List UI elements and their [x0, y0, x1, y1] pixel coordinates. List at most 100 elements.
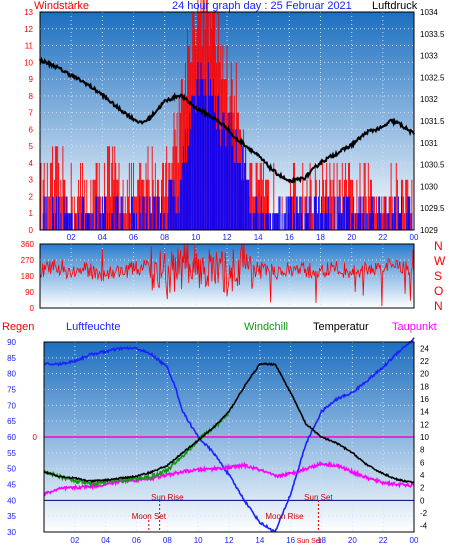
panel3-left-title: Regen [2, 321, 34, 333]
panel3-right-tick-label: 10 [420, 433, 429, 442]
panel1-left-tick-label: 2 [29, 192, 34, 201]
panel3-right-tick-label: -2 [420, 509, 428, 518]
panel2-left-tick-label: 270 [21, 256, 35, 265]
panel3-x-tick-label: 16 [286, 536, 295, 545]
panel3-left-tick-label: 45 [7, 481, 16, 490]
panel1-right-tick-label: 1031.5 [420, 117, 445, 126]
panel1-x-tick-label: 10 [191, 233, 200, 242]
panel3-left-tick-label: 55 [7, 449, 16, 458]
panel3-right-tick-label: 12 [420, 420, 429, 429]
panel1-left-tick-label: 3 [29, 176, 34, 185]
panel2-compass-label: N [434, 239, 443, 253]
panel2-compass-label: S [434, 269, 442, 283]
panel2-left-tick-label: 360 [21, 240, 35, 249]
panel2-left-tick-label: 90 [25, 288, 34, 297]
panel3-center-title: Windchill [244, 321, 288, 333]
panel1-right-tick-label: 1031 [420, 139, 438, 148]
panel3-left-tick-label: 35 [7, 512, 16, 521]
panel3-x-tick-label: 08 [163, 536, 172, 545]
panel3-right-tick-label: 22 [420, 357, 429, 366]
panel3-right-tick-label: 4 [420, 471, 425, 480]
panel1-x-tick-label: 08 [160, 233, 169, 242]
panel2-compass-label: O [434, 284, 443, 298]
panel3-center-title2: Temperatur [313, 321, 369, 333]
panel1-x-tick-label: 22 [378, 233, 387, 242]
panel1-right-axis-ticks: 1029 1029.5 1030 1030.5 1031 1031.5 1032 1032.5… [420, 8, 445, 235]
panel3-x-tick-label: 06 [132, 536, 141, 545]
panel-temperature-humidity: Regen Luftfeuchte Windchill Temperatur T… [2, 321, 437, 545]
panel3-left-tick-label: 65 [7, 417, 16, 426]
panel1-x-tick-label: 14 [254, 233, 263, 242]
panel1-left-tick-label: 10 [24, 58, 33, 67]
panel2-compass-label: N [434, 299, 443, 313]
panel3-annotations: 0 Sun Rise Sun Set Moon Set Moon Rise Sun Set [33, 433, 334, 545]
panel2-frame [39, 243, 415, 309]
panel1-x-tick-label: 02 [67, 233, 76, 242]
panel1-right-tick-label: 1029 [420, 226, 438, 235]
panel3-x-tick-label: 04 [101, 536, 110, 545]
panel3-left-tick-label: 90 [7, 338, 16, 347]
panel1-right-tick-label: 1032.5 [420, 73, 445, 82]
panel2-series [39, 243, 415, 307]
sun-rise-label: Sun Rise [151, 493, 184, 502]
humidity-line [43, 337, 415, 533]
panel1-left-tick-label: 11 [25, 42, 34, 51]
panel1-left-tick-label: 12 [24, 25, 33, 34]
panel1-left-tick-label: 1 [29, 209, 34, 218]
panel1-right-tick-label: 1034 [420, 8, 438, 17]
panel3-right-tick-label: 18 [420, 382, 429, 391]
panel3-right-tick-label: 6 [420, 458, 425, 467]
panel1-right-tick-label: 1033.5 [420, 30, 445, 39]
panel1-series [39, 0, 415, 230]
panel1-right-label: Luftdruck [372, 0, 418, 12]
panel3-x-tick-label: 00 [410, 536, 419, 545]
panel1-right-tick-label: 1032 [420, 95, 438, 104]
pressure-line [39, 56, 415, 184]
panel2-compass-label: W [434, 254, 446, 268]
panel3-right-tick-label: 24 [420, 344, 429, 353]
sun-set-label: Sun Set [304, 493, 333, 502]
panel3-right-title: Taupunkt [392, 321, 437, 333]
panel3-left-tick-label: 50 [7, 465, 16, 474]
panel1-left-tick-label: 7 [29, 109, 34, 118]
panel3-x-axis-ticks: 02 04 06 08 10 12 14 16 18 20 22 00 [70, 536, 419, 545]
panel1-x-tick-label: 12 [223, 233, 232, 242]
panel3-x-tick-label: 22 [379, 536, 388, 545]
panel1-left-tick-label: 9 [29, 75, 34, 84]
panel3-left-tick-label: 85 [7, 354, 16, 363]
moon-rise-label: Moon Rise [265, 512, 304, 521]
panel1-x-tick-label: 20 [347, 233, 356, 242]
panel1-x-tick-label: 16 [285, 233, 294, 242]
panel3-left-tick-label: 40 [7, 496, 16, 505]
panel3-left-tick-label: 60 [7, 433, 16, 442]
panel3-series [43, 337, 415, 533]
panel3-x-tick-label: 20 [348, 536, 357, 545]
wind-direction-line [39, 243, 415, 307]
panel3-x-tick-label: 10 [194, 536, 203, 545]
panel3-x-tick-label: 14 [255, 536, 264, 545]
panel1-left-tick-label: 4 [29, 159, 34, 168]
panel3-x-tick-label: 12 [225, 536, 234, 545]
panel1-left-tick-label: 13 [24, 8, 33, 17]
panel3-frame [43, 341, 415, 533]
panel3-left-axis-ticks: 30 35 40 45 50 55 60 65 70 75 80 85 90 [7, 338, 16, 537]
panel1-x-tick-label: 00 [410, 233, 419, 242]
panel1-right-tick-label: 1029.5 [420, 204, 445, 213]
panel2-left-tick-label: 180 [21, 272, 35, 281]
panel3-left-tick-label: 70 [7, 401, 16, 410]
panel1-left-tick-label: 6 [29, 125, 34, 134]
panel3-left-tick-label: 75 [7, 386, 16, 395]
panel1-x-axis-ticks: 02 04 06 08 10 12 14 16 18 20 22 00 [67, 233, 419, 242]
panel2-left-axis-ticks: 360 270 180 90 0 [21, 240, 35, 313]
panel1-left-tick-label: 8 [29, 92, 34, 101]
panel3-x-tick-label: 02 [70, 536, 79, 545]
sun-set-bottom-label: Sun Set [297, 538, 322, 545]
panel1-x-tick-label: 06 [129, 233, 138, 242]
panel3-right-tick-label: -4 [420, 522, 428, 531]
